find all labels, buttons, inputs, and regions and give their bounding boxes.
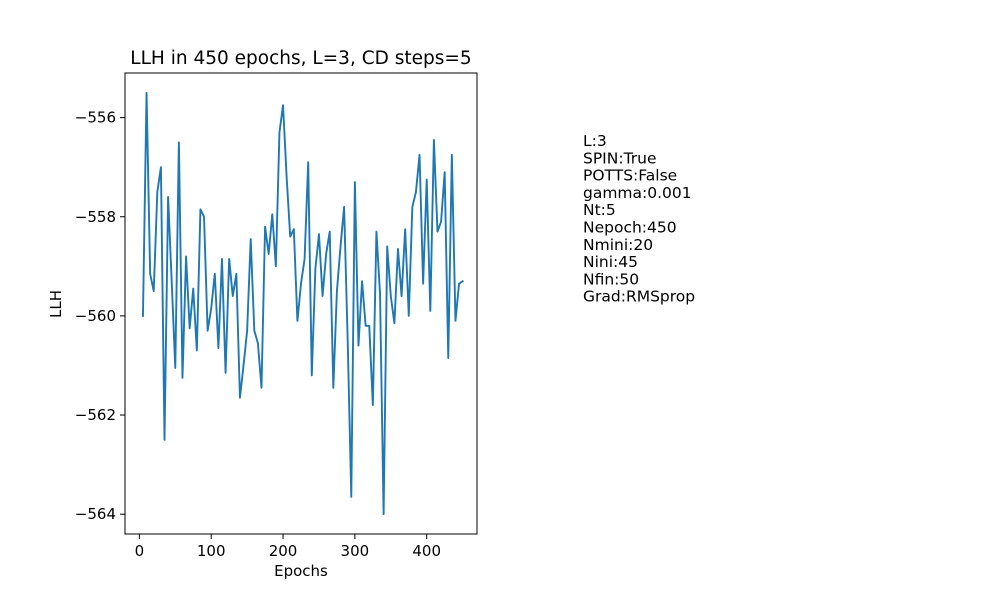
x-tick-label: 300	[341, 542, 370, 560]
y-axis-label: LLH	[47, 290, 65, 318]
x-tick-label: 0	[135, 542, 145, 560]
y-tick-label: −564	[75, 505, 116, 523]
plot-area: 0 100 200 300 400 −556 −558 −560 −562 −564	[75, 72, 478, 560]
chart-title: LLH in 450 epochs, L=3, CD steps=5	[130, 48, 471, 69]
param-line: SPIN:True	[583, 149, 657, 167]
plot-frame	[124, 72, 478, 535]
y-tick-label: −562	[75, 406, 116, 424]
x-tick-label: 400	[412, 542, 441, 560]
param-line: Nini:45	[583, 253, 638, 271]
x-tick-label: 100	[197, 542, 226, 560]
parameter-list: L:3SPIN:TruePOTTS:Falsegamma:0.001Nt:5Ne…	[583, 132, 695, 306]
y-tick-label: −556	[75, 109, 116, 127]
param-line: Grad:RMSprop	[583, 288, 695, 306]
param-line: Nt:5	[583, 201, 616, 219]
y-tick-label: −560	[75, 307, 116, 325]
series-line-0	[141, 91, 464, 516]
param-line: Nepoch:450	[583, 219, 677, 237]
param-line: L:3	[583, 132, 607, 150]
param-line: Nfin:50	[583, 270, 639, 288]
y-tick-label: −558	[75, 208, 116, 226]
x-tick-label: 200	[269, 542, 298, 560]
param-line: gamma:0.001	[583, 184, 692, 202]
param-line: Nmini:20	[583, 236, 653, 254]
x-axis-label: Epochs	[274, 562, 328, 580]
param-line: POTTS:False	[583, 167, 677, 185]
